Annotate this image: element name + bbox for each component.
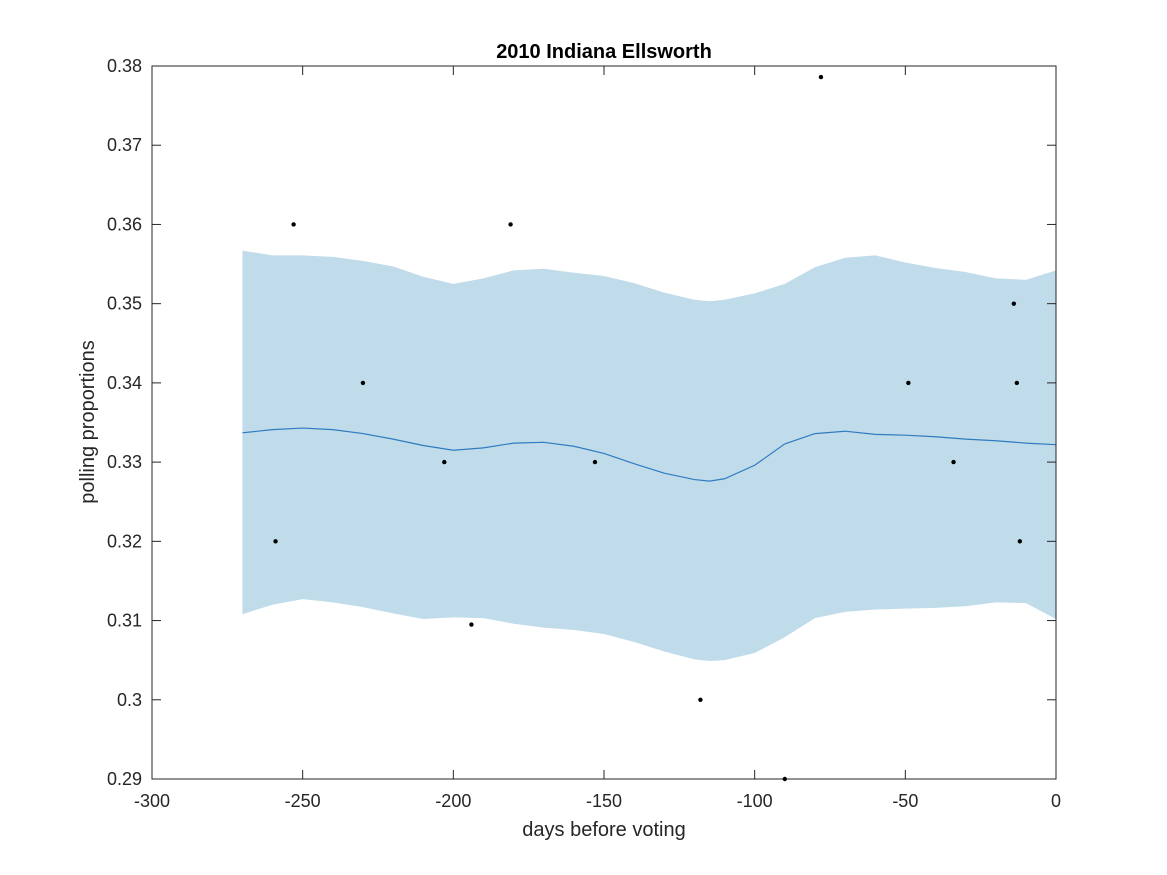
data-point <box>782 776 787 782</box>
chart-title: 2010 Indiana Ellsworth <box>496 41 712 63</box>
x-tick-label: -150 <box>586 791 622 811</box>
data-point <box>1014 380 1020 386</box>
confidence-band <box>242 250 1056 661</box>
y-tick-label: 0.33 <box>107 452 142 472</box>
trend-line <box>242 427 1057 482</box>
y-tick-label: 0.36 <box>107 214 142 234</box>
x-tick-label: -200 <box>435 791 471 811</box>
x-axis-label: days before voting <box>522 819 685 841</box>
x-tick-label: -250 <box>285 791 321 811</box>
data-point <box>360 380 366 386</box>
data-point <box>951 459 956 465</box>
data-point <box>1017 539 1023 544</box>
data-point <box>291 222 296 227</box>
data-point <box>592 459 598 465</box>
y-tick-label: 0.32 <box>107 531 142 551</box>
y-axis-label: polling proportions <box>77 340 99 503</box>
x-tick-label: -300 <box>134 791 170 811</box>
y-tick-label: 0.29 <box>107 769 142 789</box>
x-tick-label: -50 <box>892 791 918 811</box>
y-tick-label: 0.31 <box>107 611 142 631</box>
y-tick-label: 0.35 <box>107 294 142 314</box>
y-tick-label: 0.37 <box>107 135 142 155</box>
data-point <box>508 222 513 227</box>
data-point <box>818 74 824 80</box>
data-point <box>442 459 447 465</box>
data-point <box>273 539 278 544</box>
y-tick-label: 0.3 <box>117 690 142 710</box>
y-tick-label: 0.34 <box>107 373 142 393</box>
x-tick-label: 0 <box>1051 791 1061 811</box>
data-point <box>698 697 703 702</box>
plot-area: -300 -250 -200 -150 -100 -50 0 0.29 0.3 0.31 0.32 0… <box>107 56 1061 811</box>
data-point <box>469 622 474 627</box>
x-tick-label: -100 <box>737 791 773 811</box>
data-point <box>1011 301 1017 306</box>
data-point <box>906 380 911 386</box>
y-tick-label: 0.38 <box>107 56 142 76</box>
